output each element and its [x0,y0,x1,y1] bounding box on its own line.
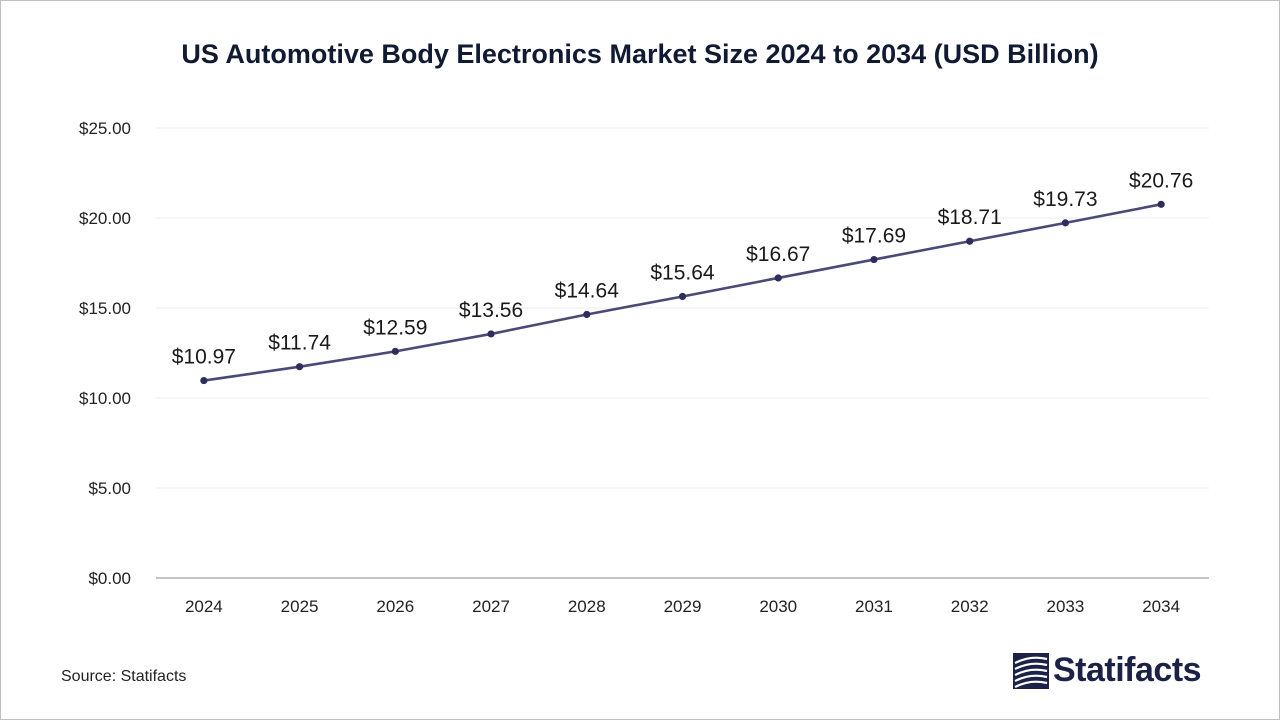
data-point [1061,219,1070,227]
data-label: $17.69 [842,225,906,248]
chart-title: US Automotive Body Electronics Market Si… [181,39,1099,69]
gridlines [156,127,1209,489]
data-label: $14.64 [555,279,620,302]
data-label: $10.97 [172,346,236,369]
y-tick-label: $5.00 [88,479,131,498]
data-label: $20.76 [1129,169,1193,192]
y-tick-label: $20.00 [79,209,131,228]
data-point [200,376,208,385]
y-tick-label: $10.00 [79,389,131,408]
data-labels: $10.97 $11.74 $12.59 $13.56 $14.64 $15.64 $16.… [172,169,1194,368]
x-tick-label: 2025 [281,597,319,616]
data-point [774,274,782,282]
x-tick-label: 2032 [951,597,989,616]
x-tick-label: 2026 [376,597,414,616]
data-point [391,347,399,355]
data-point [487,330,495,338]
data-label: $16.67 [746,243,810,266]
x-tick-label: 2034 [1142,597,1180,616]
brand-name: Statifacts [1053,651,1202,689]
y-tick-label: $0.00 [88,569,131,588]
data-label: $19.73 [1033,188,1097,211]
data-point [678,292,687,301]
data-point [295,363,304,371]
y-tick-label: $15.00 [79,299,131,318]
data-point [1157,200,1165,208]
x-tick-label: 2030 [759,597,797,616]
data-label: $11.74 [268,332,331,355]
brand-logo: Statifacts [1013,651,1202,690]
data-label: $15.64 [650,261,715,284]
x-tick-label: 2033 [1046,597,1084,616]
x-tick-label: 2027 [472,597,510,616]
data-point [870,255,878,264]
source-note: Source: Statifacts [61,668,187,685]
x-tick-label: 2031 [855,597,893,616]
data-point [966,237,974,245]
data-point [583,310,591,319]
x-tick-label: 2024 [185,597,223,616]
statifacts-logo-icon [1013,652,1049,689]
series-line [202,203,1163,382]
data-label: $13.56 [459,299,523,322]
x-tick-label: 2028 [568,597,606,616]
data-label: $18.71 [938,206,1002,229]
axes: $0.00 $5.00 $10.00 $15.00 $20.00 $25.00 2024 20… [79,119,1209,616]
x-tick-label: 2029 [664,597,702,616]
series-layer [200,200,1165,385]
y-tick-label: $25.00 [79,119,131,138]
data-label: $12.59 [363,316,427,339]
